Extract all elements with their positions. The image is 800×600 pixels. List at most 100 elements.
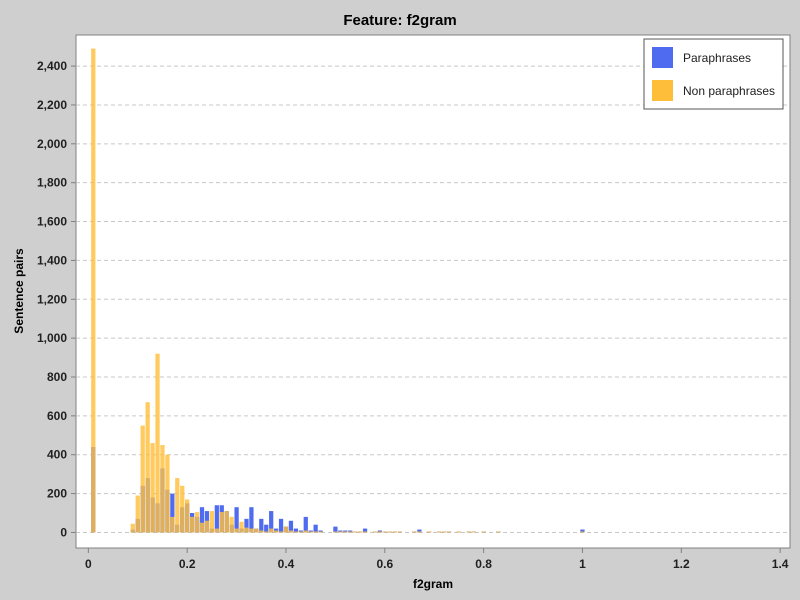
y-tick-label: 2,400 xyxy=(37,59,67,73)
non-paraphrases-bar xyxy=(427,531,432,533)
non-paraphrases-bar xyxy=(160,445,165,533)
grid-layer xyxy=(76,65,790,533)
non-paraphrases-bar xyxy=(150,443,155,533)
paraphrases-bar xyxy=(580,529,585,533)
non-paraphrases-bar xyxy=(145,402,150,533)
paraphrases-bar xyxy=(343,530,348,533)
legend: Paraphrases Non paraphrases xyxy=(643,38,784,110)
y-tick-label: 800 xyxy=(47,370,67,384)
non-paraphrases-bar xyxy=(293,531,299,533)
non-paraphrases-bar xyxy=(372,531,378,533)
non-paraphrases-bar xyxy=(417,531,422,533)
legend-swatch-paraphrases xyxy=(652,47,673,68)
non-paraphrases-bar xyxy=(175,478,180,533)
non-paraphrases-bar xyxy=(298,531,303,533)
paraphrases-bar xyxy=(362,528,368,533)
y-tick-label: 200 xyxy=(47,487,67,501)
non-paraphrases-bar xyxy=(441,531,447,533)
non-paraphrases-bar xyxy=(259,530,264,533)
non-paraphrases-bar xyxy=(333,531,338,533)
paraphrases-bar xyxy=(313,524,318,533)
non-paraphrases-bar xyxy=(199,522,205,533)
non-paraphrases-series xyxy=(91,48,585,533)
non-paraphrases-bar xyxy=(278,531,284,533)
paraphrases-bar xyxy=(259,518,264,533)
non-paraphrases-bar xyxy=(288,530,294,533)
paraphrases-bar xyxy=(234,507,239,533)
paraphrases-bar xyxy=(303,516,308,533)
non-paraphrases-bar xyxy=(239,521,244,533)
non-paraphrases-bar xyxy=(446,531,452,533)
non-paraphrases-bar xyxy=(209,511,215,533)
non-paraphrases-bar xyxy=(348,531,353,533)
non-paraphrases-bar xyxy=(194,512,200,533)
non-paraphrases-bar xyxy=(283,526,289,533)
paraphrases-bar xyxy=(214,505,219,533)
y-tick-label: 600 xyxy=(47,409,67,423)
non-paraphrases-bar xyxy=(254,528,259,533)
y-tick-label: 400 xyxy=(47,448,67,462)
chart-title: Feature: f2gram xyxy=(343,12,456,29)
non-paraphrases-bar xyxy=(224,511,229,533)
paraphrases-bar xyxy=(348,530,353,533)
y-tick-label: 2,000 xyxy=(37,137,67,151)
paraphrases-bar xyxy=(199,507,205,533)
x-axis-label: f2gram xyxy=(413,577,453,591)
non-paraphrases-bar xyxy=(180,485,185,533)
non-paraphrases-bar xyxy=(357,531,363,533)
paraphrases-bar xyxy=(264,524,269,533)
non-paraphrases-bar xyxy=(580,531,585,533)
non-paraphrases-bar xyxy=(249,528,254,533)
non-paraphrases-bar xyxy=(382,531,387,533)
non-paraphrases-bar xyxy=(313,531,318,533)
non-paraphrases-bar xyxy=(362,531,368,533)
non-paraphrases-bar xyxy=(130,523,135,533)
non-paraphrases-bar xyxy=(392,531,397,533)
non-paraphrases-bar xyxy=(185,499,190,533)
non-paraphrases-bar xyxy=(318,531,323,533)
x-tick-label: 1.2 xyxy=(673,557,690,571)
non-paraphrases-bar xyxy=(135,495,140,533)
paraphrases-bar xyxy=(244,518,249,533)
legend-label-non-paraphrases: Non paraphrases xyxy=(683,84,775,98)
non-paraphrases-bar xyxy=(140,425,145,533)
y-tick-label: 1,400 xyxy=(37,253,67,267)
non-paraphrases-bar xyxy=(170,516,175,533)
non-paraphrases-bar xyxy=(496,531,501,533)
non-paraphrases-bar xyxy=(244,527,249,533)
bars-layer xyxy=(91,48,585,533)
paraphrases-bar xyxy=(298,530,303,533)
paraphrases-bar xyxy=(170,493,175,533)
x-tick-label: 0.8 xyxy=(475,557,492,571)
x-tick-label: 1 xyxy=(579,557,586,571)
non-paraphrases-bar xyxy=(353,531,358,533)
non-paraphrases-bar xyxy=(481,531,486,533)
non-paraphrases-bar xyxy=(303,530,308,533)
paraphrases-bar xyxy=(417,529,422,533)
non-paraphrases-bar xyxy=(273,530,279,533)
paraphrases-bar xyxy=(293,528,299,533)
non-paraphrases-bar xyxy=(234,528,239,533)
paraphrases-bar xyxy=(318,530,323,533)
non-paraphrases-bar xyxy=(343,531,348,533)
y-axis-label: Sentence pairs xyxy=(12,248,26,334)
y-tick-label: 1,200 xyxy=(37,292,67,306)
non-paraphrases-bar xyxy=(219,512,224,533)
non-paraphrases-bar xyxy=(377,531,383,533)
non-paraphrases-bar xyxy=(264,531,269,533)
non-paraphrases-bar xyxy=(189,516,195,533)
y-tick-label: 1,800 xyxy=(37,176,67,190)
y-tick-label: 0 xyxy=(60,525,67,539)
non-paraphrases-bar xyxy=(471,531,476,533)
paraphrases-bar xyxy=(278,518,284,533)
y-tick-label: 1,000 xyxy=(37,331,67,345)
x-tick-label: 0.2 xyxy=(179,557,196,571)
paraphrases-bar xyxy=(338,530,343,533)
non-paraphrases-bar xyxy=(412,531,417,533)
legend-swatch-non-paraphrases xyxy=(652,80,673,101)
non-paraphrases-bar xyxy=(338,531,343,533)
non-paraphrases-bar xyxy=(165,454,170,533)
non-paraphrases-bar xyxy=(269,528,274,533)
